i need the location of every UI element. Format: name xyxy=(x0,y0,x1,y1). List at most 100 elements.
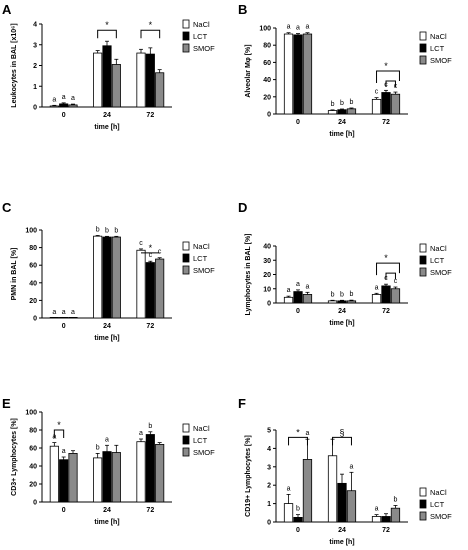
y-tick-label-f: 5 xyxy=(267,428,271,435)
y-tick-label-c: 60 xyxy=(29,263,37,270)
sig-letter-d: c xyxy=(394,278,398,285)
bar-d-lct xyxy=(337,300,347,304)
sig-letter-b: b xyxy=(331,101,335,108)
legend-label-lct: LCT xyxy=(430,500,445,509)
sig-letter-c: c xyxy=(139,240,143,247)
bar-c-smof xyxy=(111,236,121,319)
y-tick-label-f: 1 xyxy=(267,501,271,508)
y-tick-label-b: 80 xyxy=(263,43,271,50)
legend-swatch-smof xyxy=(419,55,427,65)
sig-letter-d: b xyxy=(350,291,354,298)
sig-letter-d: a xyxy=(375,284,379,291)
sig-star-e: * xyxy=(57,420,61,430)
bar-e-lct xyxy=(145,434,155,503)
legend-swatch-lct xyxy=(182,435,190,445)
legend-swatch-smof xyxy=(182,265,190,275)
legend-swatch-nacl xyxy=(419,487,427,497)
x-tick-label-c: 0 xyxy=(62,323,66,330)
y-tick-label-f: 2 xyxy=(267,483,271,490)
bar-b-nacl xyxy=(283,33,294,115)
sig-letter-a: a xyxy=(52,96,56,103)
x-tick-label-a: 72 xyxy=(146,112,154,119)
bar-e-nacl xyxy=(136,441,146,503)
x-axis-title-f: time [h] xyxy=(329,539,354,546)
sig-letter-c: b xyxy=(96,226,100,233)
sig-letter-f: b xyxy=(394,496,398,503)
x-tick-label-f: 24 xyxy=(338,527,346,534)
y-tick-label-f: 3 xyxy=(267,464,271,471)
bar-d-nacl xyxy=(327,300,338,304)
sig-letter-c: c xyxy=(149,252,153,259)
legend-label-lct: LCT xyxy=(430,44,445,53)
legend-label-lct: LCT xyxy=(193,32,208,41)
bar-a-lct xyxy=(102,45,112,108)
bar-c-lct xyxy=(59,316,69,319)
x-tick-label-a: 24 xyxy=(103,112,111,119)
bar-d-lct xyxy=(381,285,391,304)
y-tick-label-e: 100 xyxy=(25,410,37,417)
x-axis-title-a: time [h] xyxy=(94,124,119,131)
sig-bracket-a xyxy=(97,29,117,39)
bar-a-lct xyxy=(145,53,155,108)
bar-d-nacl xyxy=(283,296,294,304)
y-axis-title-f: CD19+ Lymphocytes [%] xyxy=(245,435,252,517)
sig-letter-c: b xyxy=(114,227,118,234)
y-tick-label-c: 40 xyxy=(29,280,37,287)
x-tick-label-d: 72 xyxy=(382,308,390,315)
x-axis-title-d: time [h] xyxy=(329,320,354,327)
bar-a-nacl xyxy=(93,52,103,108)
sig-letter-c: a xyxy=(71,309,75,316)
legend-swatch-nacl xyxy=(182,423,190,433)
sig-letter-a: a xyxy=(71,95,75,102)
y-tick-label-a: 4 xyxy=(33,22,37,29)
bar-f-lct xyxy=(293,517,303,523)
panel-letter-f: F xyxy=(238,396,246,411)
y-tick-label-d: 0 xyxy=(267,301,271,308)
sig-letter-d: b xyxy=(340,291,344,298)
y-tick-label-d: 20 xyxy=(263,272,271,279)
y-tick-label-e: 80 xyxy=(29,428,37,435)
sig-star-b: * xyxy=(384,61,388,71)
bar-e-smof xyxy=(111,452,121,503)
sig-bracket-inner-b xyxy=(385,80,396,87)
bar-e-lct xyxy=(59,459,69,503)
y-tick-label-d: 30 xyxy=(263,258,271,265)
bar-c-smof xyxy=(68,316,78,319)
bar-f-smof xyxy=(346,490,357,523)
legend-label-smof: SMOF xyxy=(193,44,215,53)
sig-letter-b: a xyxy=(306,24,310,31)
legend-swatch-nacl xyxy=(182,19,190,29)
sig-letter-f: a xyxy=(287,485,291,492)
y-axis-title-b: Alveolar Mφ [%] xyxy=(245,44,252,97)
x-axis-title-c: time [h] xyxy=(94,335,119,342)
x-tick-label-f: 72 xyxy=(382,527,390,534)
legend-swatch-smof xyxy=(419,511,427,521)
y-tick-label-b: 60 xyxy=(263,60,271,67)
y-tick-label-b: 100 xyxy=(259,26,271,33)
y-tick-label-a: 1 xyxy=(33,84,37,91)
x-tick-label-d: 24 xyxy=(338,308,346,315)
bar-d-smof xyxy=(390,288,401,304)
bar-c-nacl xyxy=(93,235,103,319)
y-tick-label-f: 0 xyxy=(267,520,271,527)
bar-b-lct xyxy=(293,34,303,115)
bar-f-smof xyxy=(390,507,401,523)
y-axis-title-a: Leukocytes in BAL [x10⁶] xyxy=(11,23,18,107)
bar-b-nacl xyxy=(371,98,382,115)
sig-star-a: * xyxy=(149,20,153,30)
x-tick-label-e: 72 xyxy=(146,507,154,514)
legend-label-nacl: NaCl xyxy=(430,488,447,497)
sig-letter-e: a xyxy=(139,430,143,437)
legend-label-smof: SMOF xyxy=(430,268,452,277)
sig-letter-f: a xyxy=(375,506,379,513)
sig-letter-d: a xyxy=(306,283,310,290)
x-tick-label-d: 0 xyxy=(296,308,300,315)
bar-a-nacl xyxy=(49,105,59,108)
y-tick-label-e: 20 xyxy=(29,482,37,489)
y-tick-label-d: 10 xyxy=(263,286,271,293)
sig-letter-c: a xyxy=(62,309,66,316)
legend-label-smof: SMOF xyxy=(430,56,452,65)
bar-a-nacl xyxy=(136,52,146,108)
panel-letter-b: B xyxy=(238,2,247,17)
y-tick-label-a: 2 xyxy=(33,63,37,70)
